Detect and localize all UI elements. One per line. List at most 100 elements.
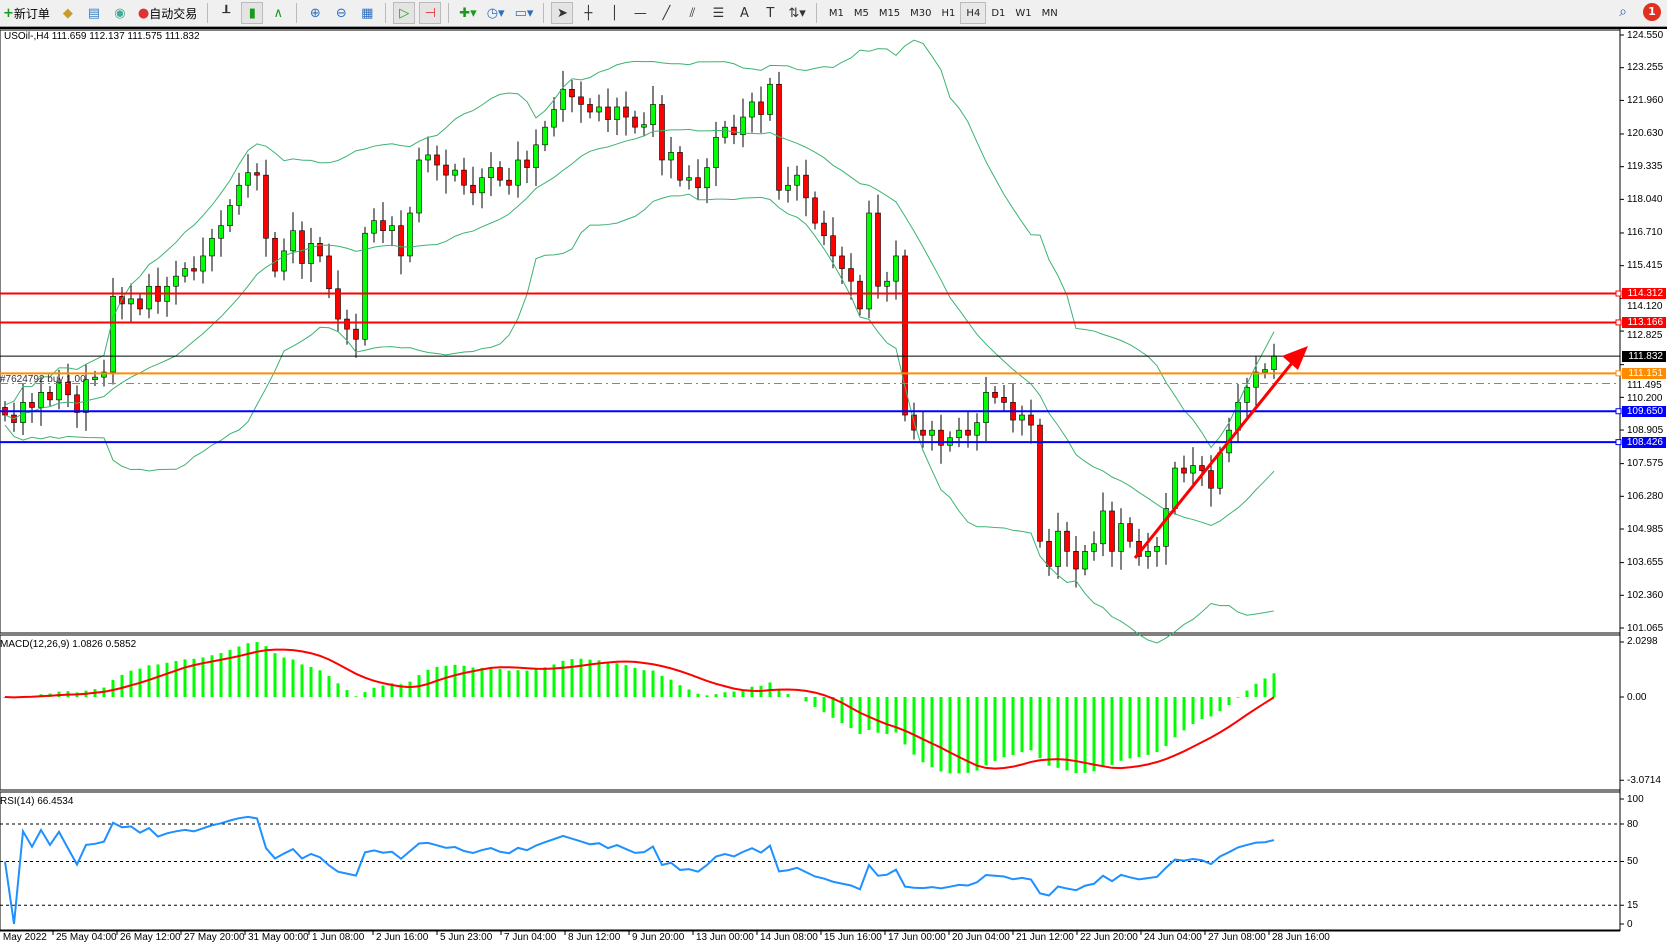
navigator-icon[interactable]: ◆ <box>62 5 73 21</box>
candle-bull <box>281 250 287 272</box>
pane-frame <box>0 634 1621 791</box>
macd-bar <box>192 658 196 697</box>
candle-bull <box>542 126 548 146</box>
text-label-icon[interactable]: T <box>766 5 775 21</box>
macd-bar <box>831 697 835 718</box>
price-tick-label: 110.200 <box>1627 392 1663 404</box>
new-order-button[interactable]: + 新订单 <box>3 5 50 21</box>
zoom-out-icon[interactable]: ⊖ <box>335 5 347 21</box>
timeframe-h1[interactable]: H1 <box>941 7 956 19</box>
equidistant-channel-icon[interactable]: ⫽ <box>689 5 696 21</box>
candle-bear <box>191 268 197 272</box>
macd-bar <box>1110 697 1114 765</box>
trend-arrow-line <box>1133 357 1298 559</box>
timeframe-m5[interactable]: M5 <box>853 7 869 19</box>
bollinger-lower <box>4 193 1275 644</box>
macd-bar <box>1029 697 1033 751</box>
crosshair-icon[interactable]: ┼ <box>584 5 593 21</box>
candle-bull <box>83 379 89 413</box>
candle-bull <box>38 391 44 408</box>
candle-bear <box>47 391 53 401</box>
macd-bar <box>147 665 151 697</box>
macd-bar <box>210 655 214 697</box>
macd-bar <box>786 694 790 697</box>
level-marker <box>1615 439 1622 446</box>
candle-bull <box>56 381 62 401</box>
macd-bar <box>669 679 673 697</box>
signal-icon[interactable]: ◉ <box>114 5 126 21</box>
indicators-icon[interactable]: ✚▾ <box>459 5 477 21</box>
notification-badge[interactable]: 1 <box>1643 3 1661 21</box>
chart-shift-icon[interactable]: ⊣ <box>419 2 442 24</box>
candle-bull <box>560 88 566 110</box>
macd-bar <box>714 694 718 697</box>
text-icon[interactable]: A <box>739 5 749 21</box>
auto-scroll-icon[interactable]: ▷ <box>393 2 416 24</box>
macd-bar <box>840 697 844 724</box>
timeframe-h4[interactable]: H4 <box>960 2 987 24</box>
macd-bar <box>129 670 133 697</box>
trendline-icon[interactable]: ╱ <box>662 5 671 21</box>
candlestick-icon[interactable]: ▮ <box>241 2 264 24</box>
auto-trading-button[interactable]: ● 自动交易 <box>137 5 198 21</box>
candle-bull <box>488 167 494 178</box>
timeframe-w1[interactable]: W1 <box>1015 7 1032 19</box>
timeframe-m1[interactable]: M1 <box>828 7 844 19</box>
macd-bar <box>741 689 745 697</box>
candle-bull <box>1118 523 1124 552</box>
candle-bull <box>389 225 395 231</box>
templates-icon[interactable]: ▭▾ <box>514 5 534 21</box>
macd-bar <box>804 697 808 702</box>
candle-bear <box>569 88 575 98</box>
terminal-icon[interactable]: ▤ <box>87 5 101 21</box>
candle-bear <box>344 318 350 330</box>
timeframe-m30[interactable]: M30 <box>910 7 932 19</box>
bar-chart-icon[interactable]: ┸ <box>222 5 231 21</box>
candle-bear <box>380 220 386 231</box>
fibonacci-icon[interactable]: ☰ <box>712 5 725 21</box>
rsi-label: RSI(14) 66.4534 <box>0 796 74 807</box>
macd-bar <box>615 663 619 697</box>
macd-bar <box>1137 697 1141 758</box>
tile-windows-icon[interactable]: ▦ <box>361 5 374 21</box>
timeframe-m15[interactable]: M15 <box>878 7 901 19</box>
macd-bar <box>966 697 970 773</box>
candle-bull <box>362 232 368 340</box>
candle-bull <box>983 391 989 423</box>
candle-bull <box>92 376 98 380</box>
macd-bar <box>309 666 313 697</box>
search-icon[interactable]: ⌕ <box>1619 4 1627 20</box>
macd-bar <box>201 657 205 697</box>
candle-bull <box>1262 369 1268 373</box>
macd-signal-line <box>4 648 1275 770</box>
cursor-icon[interactable]: ➤ <box>551 2 574 24</box>
timeframe-bar: M1 M5 M15 M30 H1 H4 D1 W1 MN <box>824 2 1063 24</box>
candle-bear <box>695 177 701 189</box>
vertical-line-icon[interactable]: │ <box>610 5 619 21</box>
timeframe-mn[interactable]: MN <box>1041 7 1058 19</box>
price-tick-label: 112.825 <box>1627 329 1663 341</box>
line-chart-icon[interactable]: ∧ <box>273 5 284 21</box>
candle-bear <box>623 106 629 118</box>
macd-bar <box>633 667 637 697</box>
horizontal-line-icon[interactable]: — <box>633 5 647 21</box>
macd-bar <box>1092 697 1096 772</box>
zoom-in-icon[interactable]: ⊕ <box>309 5 321 21</box>
candle-bull <box>785 184 791 191</box>
candle-bull <box>236 184 242 206</box>
price-level-tag: 109.650 <box>1622 405 1666 417</box>
candle-bear <box>632 116 638 128</box>
arrows-icon[interactable]: ⇅▾ <box>788 5 806 21</box>
periods-icon[interactable]: ◷▾ <box>486 5 505 21</box>
rsi-tick-label: 15 <box>1627 899 1639 911</box>
macd-bar <box>777 689 781 697</box>
macd-bar <box>390 683 394 697</box>
timeframe-d1[interactable]: D1 <box>991 7 1006 19</box>
candle-bear <box>461 169 467 186</box>
macd-bar <box>1011 697 1015 755</box>
macd-bar <box>813 697 817 707</box>
level-marker <box>1615 319 1622 326</box>
candle-bull <box>1190 465 1196 474</box>
macd-bar <box>516 670 520 697</box>
